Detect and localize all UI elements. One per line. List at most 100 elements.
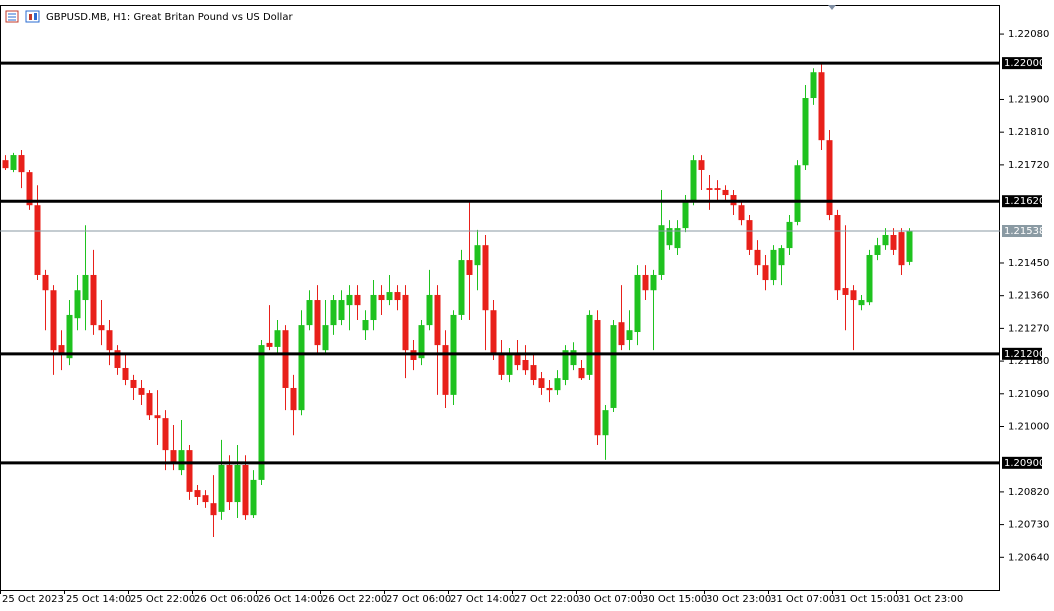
candle-body xyxy=(834,215,841,291)
candle-body xyxy=(618,322,625,346)
y-tick-label: 1.21810 xyxy=(1008,127,1049,138)
candle-body xyxy=(194,490,201,497)
candle-body xyxy=(418,325,425,359)
y-tick-label: 1.20640 xyxy=(1008,552,1049,563)
icon xyxy=(25,10,40,23)
candle-body xyxy=(50,290,57,351)
candle-body xyxy=(306,300,313,326)
candle-body xyxy=(714,188,721,190)
candle-body xyxy=(706,188,713,190)
level-label-box xyxy=(1002,195,1042,208)
y-tick-label: 1.21180 xyxy=(1008,356,1049,367)
candle-body xyxy=(130,379,137,388)
candle-body xyxy=(322,325,329,351)
candle-body xyxy=(650,274,657,291)
candle-body xyxy=(26,172,33,206)
candle-body xyxy=(442,345,449,395)
candle-body xyxy=(698,160,705,170)
level-label-box xyxy=(1002,57,1042,70)
candle-body xyxy=(770,249,777,281)
candle-body xyxy=(594,320,601,436)
candle-body xyxy=(514,354,521,366)
candle-body xyxy=(370,294,377,321)
candle-body xyxy=(210,503,217,516)
candle-body xyxy=(98,325,105,331)
candle-body xyxy=(642,274,649,291)
candle-body xyxy=(674,228,681,249)
candle-body xyxy=(850,290,857,301)
candle-body xyxy=(202,495,209,503)
candle-body xyxy=(338,300,345,321)
candle-body xyxy=(610,325,617,408)
candle-body xyxy=(346,294,353,306)
candle-body xyxy=(562,350,569,380)
bid-label-box xyxy=(1002,225,1042,238)
x-tick-label: 25 Oct 2023 xyxy=(2,594,64,605)
x-tick-label: 26 Oct 06:00 xyxy=(194,594,259,605)
candle-body xyxy=(170,450,177,463)
candle-body xyxy=(746,220,753,250)
candle-body xyxy=(266,342,273,347)
level-label: 1.21200 xyxy=(1004,349,1045,360)
x-tick-label: 30 Oct 07:00 xyxy=(578,594,643,605)
chart-title: GBPUSD.MB, H1: Great Britan Pound vs US … xyxy=(46,12,293,23)
level-label: 1.21620 xyxy=(1004,196,1045,207)
level-label-box xyxy=(1002,347,1042,360)
x-tick-label: 27 Oct 22:00 xyxy=(514,594,579,605)
candle-body xyxy=(218,465,225,512)
candle-body xyxy=(738,205,745,221)
candle-body xyxy=(794,165,801,222)
candle-body xyxy=(634,274,641,333)
candle-body xyxy=(882,235,889,246)
candle-body xyxy=(90,274,97,326)
candle-body xyxy=(426,294,433,326)
candle-body xyxy=(466,260,473,275)
candle-body xyxy=(250,479,257,516)
toolbar-icons xyxy=(5,10,40,23)
icon-bar xyxy=(29,14,32,20)
x-tick-label: 31 Oct 23:00 xyxy=(898,594,963,605)
y-tick-label: 1.21450 xyxy=(1008,258,1049,269)
candle-body xyxy=(178,450,185,471)
candle-body xyxy=(314,300,321,346)
candle-body xyxy=(298,325,305,411)
candle-body xyxy=(690,160,697,201)
candle-body xyxy=(378,294,385,301)
candle-body xyxy=(74,290,81,319)
candle-body xyxy=(826,140,833,216)
candle-body xyxy=(234,465,241,503)
candle-body xyxy=(354,294,361,306)
candle-body xyxy=(666,228,673,246)
candle-body xyxy=(842,288,849,295)
candle-body xyxy=(18,155,25,173)
candle-body xyxy=(186,450,193,492)
candle-body xyxy=(402,294,409,351)
candle-body xyxy=(866,254,873,303)
x-tick-label: 31 Oct 15:00 xyxy=(834,594,899,605)
y-tick-label: 1.21090 xyxy=(1008,389,1049,400)
candle-body xyxy=(138,387,145,395)
candle-body xyxy=(434,294,441,346)
candle-body xyxy=(802,98,809,166)
candle-body xyxy=(874,245,881,255)
x-tick-label: 27 Oct 14:00 xyxy=(450,594,515,605)
candle-body xyxy=(722,189,729,196)
candle-body xyxy=(626,330,633,341)
candle-body xyxy=(498,354,505,375)
level-label: 1.20900 xyxy=(1004,458,1045,469)
candle-body xyxy=(530,365,537,380)
icon-bar xyxy=(34,13,37,20)
x-tick-label: 31 Oct 07:00 xyxy=(770,594,835,605)
candle-body xyxy=(482,245,489,311)
candle-body xyxy=(106,330,113,351)
level-label-box xyxy=(1002,456,1042,469)
candle-body xyxy=(890,235,897,250)
y-tick-label: 1.21720 xyxy=(1008,160,1049,171)
candle-body xyxy=(282,330,289,388)
candle-body xyxy=(506,354,513,375)
candle-body xyxy=(290,387,297,411)
candle-body xyxy=(810,72,817,99)
bid-label: 1.21538 xyxy=(1004,226,1045,237)
candle-body xyxy=(10,155,17,170)
